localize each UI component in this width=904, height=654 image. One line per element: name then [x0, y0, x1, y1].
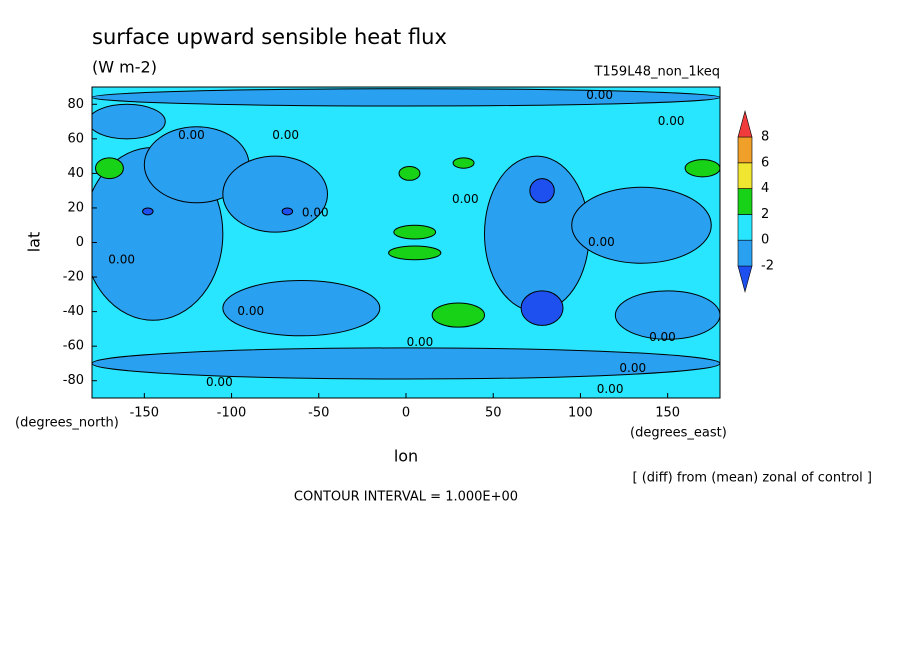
colorbar-label: 0 — [761, 233, 769, 248]
contour-label: 0.00 — [302, 206, 329, 220]
contour-label: 0.00 — [272, 128, 299, 142]
contour-label: 0.00 — [588, 235, 615, 249]
chart-title: surface upward sensible heat flux — [92, 25, 447, 49]
x-tick-label: -50 — [308, 406, 329, 421]
contour-region — [92, 103, 166, 140]
colorbar-segment — [737, 188, 753, 215]
y-tick-label: 40 — [67, 166, 84, 181]
contour-region — [452, 157, 475, 169]
contour-label: 0.00 — [619, 361, 646, 375]
colorbar-label: 6 — [761, 155, 769, 170]
contour-region — [684, 159, 720, 178]
contour-region — [520, 290, 564, 326]
contour-label: 0.00 — [178, 128, 205, 142]
contour-region — [571, 186, 712, 264]
contour-region — [222, 155, 328, 233]
contour-region — [92, 88, 720, 107]
contour-label: 0.00 — [237, 304, 264, 318]
x-tick-label: -100 — [217, 406, 247, 421]
colorbar-segment — [737, 265, 753, 293]
contour-region — [388, 245, 442, 261]
colorbar-label: 8 — [761, 130, 769, 145]
contour-region — [431, 302, 486, 328]
colorbar-segment — [737, 110, 753, 138]
y-tick-label: 20 — [67, 200, 84, 215]
contour-region — [281, 207, 294, 216]
contour-region — [529, 178, 555, 204]
colorbar-label: 4 — [761, 181, 769, 196]
contour-region — [142, 207, 154, 216]
colorbar-segment — [737, 162, 753, 189]
colorbar-label: 2 — [761, 207, 769, 222]
contour-label: 0.00 — [407, 335, 434, 349]
y-tick-label: -20 — [63, 270, 84, 285]
contour-region — [398, 165, 421, 181]
y-tick-label: -60 — [63, 339, 84, 354]
colorbar-segment — [737, 214, 753, 241]
x-tick-label: 150 — [655, 406, 680, 421]
contour-label: 0.00 — [597, 382, 624, 396]
y-unit: (degrees_north) — [15, 416, 119, 431]
contour-label: 0.00 — [649, 330, 676, 344]
colorbar-segment — [737, 239, 753, 267]
contour-label: 0.00 — [452, 192, 479, 206]
contour-region — [94, 157, 124, 180]
contour-region — [393, 224, 437, 240]
x-unit: (degrees_east) — [630, 426, 727, 441]
x-tick-label: 100 — [568, 406, 593, 421]
x-axis-label: lon — [394, 447, 418, 466]
contour-label: 0.00 — [658, 114, 685, 128]
y-tick-label: -80 — [63, 373, 84, 388]
note: [ (diff) from (mean) zonal of control ] — [633, 471, 872, 486]
contour-field: 0.00 0.00 0.00 0.00 0.00 0.00 0.00 0.00 0.00 0.00… — [92, 87, 720, 398]
contour-region — [614, 290, 720, 340]
y-tick-label: 60 — [67, 131, 84, 146]
x-tick-label: 0 — [402, 406, 410, 421]
contour-label: 0.00 — [108, 252, 135, 266]
contour-interval: CONTOUR INTERVAL = 1.000E+00 — [294, 490, 518, 505]
contour-label: 0.00 — [586, 88, 613, 102]
y-tick-label: -40 — [63, 304, 84, 319]
run-label: T159L48_non_1keq — [593, 65, 720, 80]
contour-label: 0.00 — [206, 375, 233, 389]
y-axis-label: lat — [25, 232, 44, 253]
contour-region — [222, 280, 381, 337]
y-tick-label: 0 — [76, 235, 84, 250]
x-tick-label: -150 — [130, 406, 160, 421]
x-tick-label: 50 — [485, 406, 502, 421]
colorbar-label: -2 — [761, 259, 774, 274]
y-tick-label: 80 — [67, 97, 84, 112]
colorbar-segment — [737, 136, 753, 164]
contour-region — [92, 347, 720, 380]
chart-subtitle: (W m-2) — [92, 58, 157, 77]
